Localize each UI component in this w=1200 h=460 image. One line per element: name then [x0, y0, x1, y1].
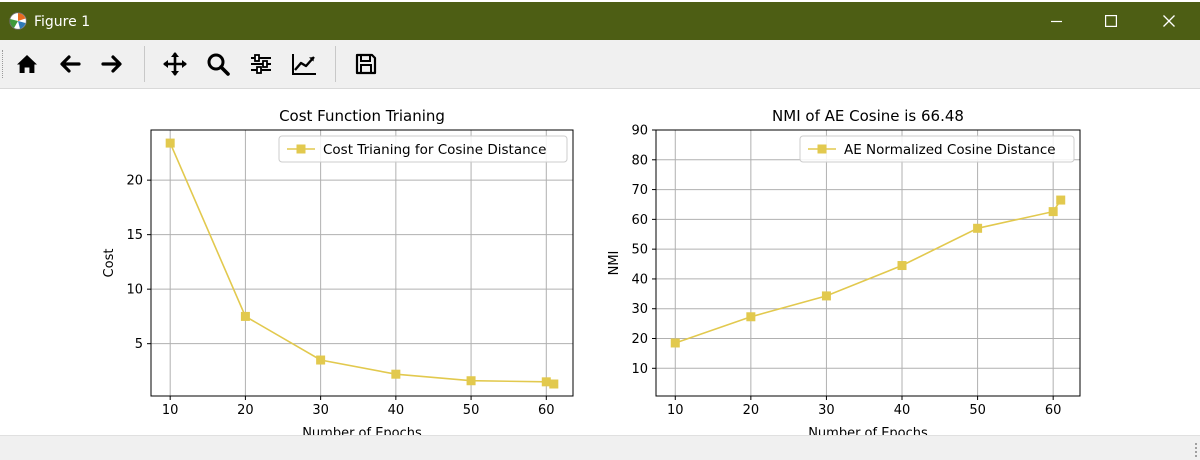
close-button[interactable]: [1146, 2, 1192, 40]
legend-marker: [817, 144, 827, 154]
configure-subplots-icon: [251, 54, 271, 74]
pan-button[interactable]: [160, 49, 190, 79]
edit-axes-button[interactable]: [289, 49, 319, 79]
maximize-icon: [1105, 15, 1117, 27]
left-subplot: 10 20 30 40 50 60 5 10 15 20 Cost Function Trianin…: [102, 107, 574, 435]
x-axis-label: Number of Epochs: [808, 426, 928, 435]
figure-canvas[interactable]: 10 20 30 40 50 60 5 10 15 20 Cost Function Trianin…: [0, 89, 1200, 435]
x-tick-label: 40: [388, 403, 405, 418]
forward-arrow-icon: [101, 55, 122, 73]
legend-label: AE Normalized Cosine Distance: [844, 142, 1056, 158]
legend-marker: [296, 144, 306, 154]
x-tick-label: 30: [818, 403, 835, 418]
minimize-icon: [1051, 20, 1062, 23]
y-tick-label: 90: [631, 124, 648, 139]
chart-title: NMI of AE Cosine is 66.48: [772, 107, 964, 125]
matplotlib-app-icon: [9, 12, 27, 30]
data-point: [466, 376, 476, 386]
x-tick-label: 60: [1045, 403, 1062, 418]
x-tick-label: 30: [312, 403, 329, 418]
right-subplot: 10 20 30 40 50 60 10 20 30 40 50 60 70 80 90 NMI of AE …: [607, 107, 1081, 435]
data-point: [165, 138, 175, 148]
toolbar-grip[interactable]: [2, 50, 5, 78]
y-tick-label: 70: [631, 183, 648, 198]
maximize-button[interactable]: [1088, 2, 1134, 40]
back-button[interactable]: [55, 49, 85, 79]
data-point: [549, 379, 559, 389]
minimize-button[interactable]: [1034, 2, 1080, 40]
data-point: [821, 291, 831, 301]
home-icon: [17, 55, 37, 73]
window-title: Figure 1: [34, 14, 91, 30]
y-tick-label: 20: [631, 332, 648, 347]
data-point: [1056, 195, 1066, 205]
data-point: [391, 369, 401, 379]
pan-move-icon: [163, 52, 187, 76]
x-tick-label: 50: [969, 403, 986, 418]
y-tick-label: 40: [631, 272, 648, 287]
y-tick-label: 80: [631, 153, 648, 168]
toolbar-separator: [335, 46, 336, 82]
home-button[interactable]: [12, 49, 42, 79]
y-tick-label: 50: [631, 243, 648, 258]
save-floppy-icon: [355, 53, 377, 75]
plot-background: [151, 130, 573, 396]
y-tick-label: 15: [126, 228, 143, 243]
y-tick-label: 20: [126, 174, 143, 189]
y-tick-label: 10: [631, 362, 648, 377]
data-point: [240, 311, 250, 321]
x-tick-label: 20: [743, 403, 760, 418]
y-axis-label: Cost: [102, 249, 117, 278]
save-button[interactable]: [351, 49, 381, 79]
zoom-magnifier-icon: [207, 53, 230, 76]
data-point: [541, 377, 551, 387]
y-tick-label: 10: [126, 283, 143, 298]
data-point: [746, 312, 756, 322]
legend-label: Cost Trianing for Cosine Distance: [323, 142, 546, 158]
axes-frame: [150, 129, 574, 397]
window-titlebar[interactable]: Figure 1: [0, 2, 1200, 40]
y-tick-label: 60: [631, 213, 648, 228]
resize-grip[interactable]: [1185, 443, 1197, 457]
x-tick-label: 20: [237, 403, 254, 418]
navigation-toolbar: [0, 40, 1200, 89]
y-tick-label: 5: [135, 337, 143, 352]
configure-subplots-button[interactable]: [246, 49, 276, 79]
x-tick-label: 10: [162, 403, 179, 418]
back-arrow-icon: [60, 55, 81, 73]
data-point: [1048, 207, 1058, 217]
forward-button[interactable]: [97, 49, 127, 79]
y-axis-label: NMI: [607, 251, 622, 276]
plot-background: [656, 130, 1080, 396]
close-icon: [1163, 15, 1175, 27]
toolbar-separator: [144, 46, 145, 82]
data-point: [973, 223, 983, 233]
x-tick-label: 40: [894, 403, 911, 418]
zoom-button[interactable]: [203, 49, 233, 79]
status-bar: [0, 435, 1200, 460]
edit-axes-icon: [292, 54, 316, 75]
chart-title: Cost Function Trianing: [279, 107, 445, 125]
data-point: [316, 355, 326, 365]
x-tick-label: 10: [667, 403, 684, 418]
x-tick-label: 50: [463, 403, 480, 418]
legend-box: [278, 135, 568, 163]
x-tick-label: 60: [538, 403, 555, 418]
legend-box: [799, 135, 1075, 163]
data-point: [670, 338, 680, 348]
y-tick-label: 30: [631, 302, 648, 317]
figure-plot-area[interactable]: 10 20 30 40 50 60 5 10 15 20 Cost Function Trianin…: [0, 89, 1200, 435]
x-axis-label: Number of Epochs: [302, 426, 422, 435]
data-point: [897, 261, 907, 271]
axes-frame: [655, 129, 1081, 397]
